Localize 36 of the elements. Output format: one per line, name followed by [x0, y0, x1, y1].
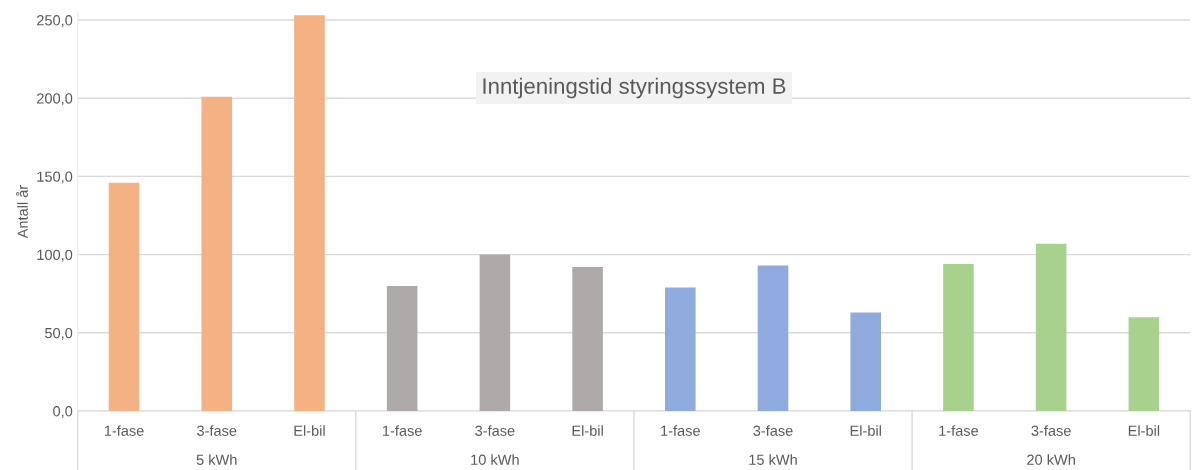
bar: [201, 96, 233, 411]
y-tick-label: 100,0: [37, 249, 73, 262]
bar: [757, 265, 789, 411]
bar: [1035, 243, 1067, 411]
bar: [108, 182, 140, 411]
x-tick-label: 1-fase: [939, 425, 979, 436]
x-tick-label: El-bil: [850, 425, 881, 436]
bar: [479, 254, 511, 411]
bar: [665, 287, 696, 411]
text: 5 kWh: [196, 454, 237, 465]
bar: [1128, 317, 1160, 411]
y-tick-label: 50,0: [45, 327, 73, 340]
bar: [850, 312, 882, 411]
x-tick-label: 3-fase: [1031, 425, 1071, 436]
y-tick-label: 250,0: [37, 15, 73, 28]
text: 20 kWh: [1027, 454, 1075, 465]
x-tick-label: 1-fase: [104, 425, 144, 436]
text: 15 kWh: [749, 454, 797, 465]
x-tick-label: 1-fase: [661, 425, 700, 436]
text: 10 kWh: [471, 454, 519, 465]
x-tick-label: 3-fase: [475, 425, 515, 436]
text: Inntjeningstid styringssystem B: [483, 77, 786, 99]
x-tick-label: El-bil: [572, 425, 603, 436]
bar: [386, 285, 418, 411]
bar: [572, 267, 603, 411]
y-tick-label: 150,0: [37, 171, 73, 184]
y-tick-label: 200,0: [37, 93, 73, 106]
y-tick-label: 0,0: [53, 406, 73, 419]
x-tick-label: El-bil: [1128, 425, 1160, 436]
x-tick-label: 3-fase: [753, 425, 793, 436]
bar: [294, 15, 325, 411]
x-tick-label: 1-fase: [383, 425, 422, 436]
x-tick-label: 3-fase: [197, 425, 237, 436]
bar: [943, 263, 974, 411]
y-axis-title: Antall år: [15, 185, 28, 239]
x-tick-label: El-bil: [294, 425, 325, 436]
